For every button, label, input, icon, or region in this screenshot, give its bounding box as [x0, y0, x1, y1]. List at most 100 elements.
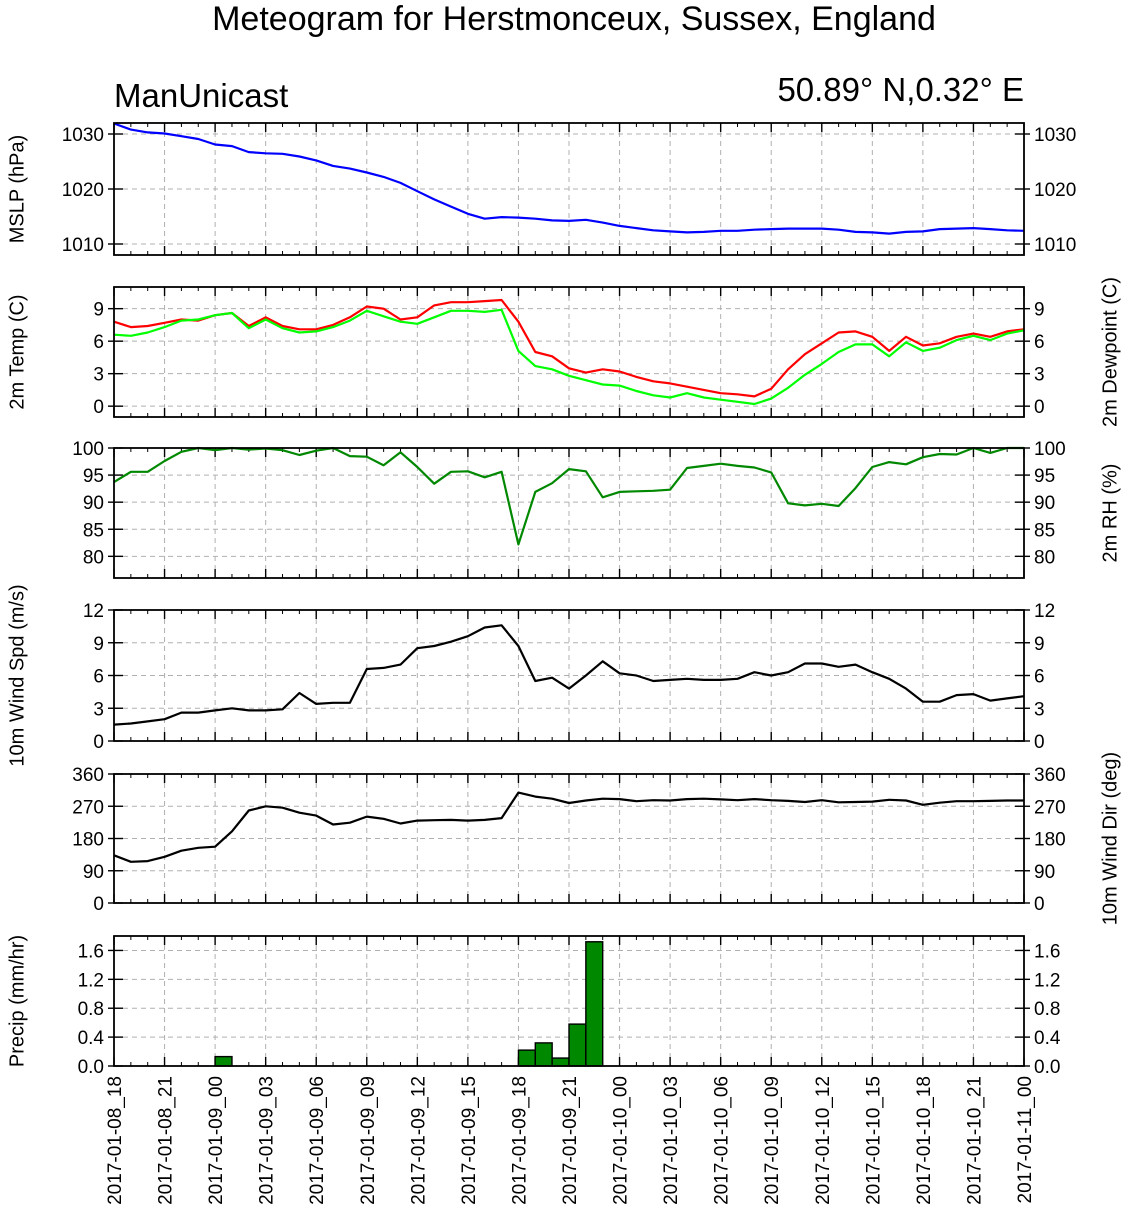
y-tick-label-right: 9	[1034, 634, 1045, 655]
y-axis-label-right: 2m RH (%)	[1099, 464, 1121, 563]
y-tick-label-right: 6	[1034, 332, 1045, 353]
plot-frame	[113, 122, 1025, 256]
precip-bar	[568, 1023, 587, 1067]
y-tick-label: 6	[93, 332, 104, 353]
y-tick-label-right: 90	[1034, 862, 1055, 883]
x-tick-label: 2017-01-10_15	[863, 1076, 884, 1205]
y-tick-label: 0.8	[78, 999, 104, 1020]
y-tick-label-right: 0	[1034, 732, 1045, 753]
x-tick-label: 2017-01-10_00	[611, 1076, 632, 1205]
wind-line	[113, 624, 1025, 726]
y-tick-label-right: 1010	[1034, 235, 1076, 256]
x-tick-label: 2017-01-09_18	[509, 1076, 530, 1205]
y-tick-label-right: 1030	[1034, 125, 1076, 146]
dewpoint-line	[113, 308, 1025, 406]
panel-1: 1010 1010 1020 1020 1030 1030 MSLP (hPa)	[6, 122, 1076, 256]
y-axis-label-right: 10m Wind Dir (deg)	[1099, 752, 1121, 925]
panel-5: 0 0 90 90 180 180 270 270 360 360 10m Wind Dir (de…	[72, 752, 1121, 925]
y-tick-label-right: 0	[1034, 397, 1045, 418]
y-tick-label-right: 3	[1034, 699, 1045, 720]
y-tick-label: 85	[83, 520, 104, 541]
wind-line	[113, 791, 1024, 863]
plot-frame	[113, 286, 1025, 418]
y-tick-label: 6	[93, 667, 104, 688]
temperature-line	[113, 298, 1025, 398]
x-tick-label: 2017-01-08_18	[105, 1076, 126, 1205]
x-tick-label: 2017-01-09_03	[257, 1076, 278, 1205]
mslp-line	[113, 122, 1025, 235]
y-tick-label: 90	[83, 493, 104, 514]
y-tick-label: 180	[72, 830, 104, 851]
x-tick-label: 2017-01-09_15	[459, 1076, 480, 1205]
y-tick-label: 100	[72, 439, 104, 460]
y-tick-label-right: 90	[1034, 493, 1055, 514]
y-tick-label: 90	[83, 862, 104, 883]
page-title: Meteogram for Herstmonceux, Sussex, Engl…	[212, 0, 936, 38]
y-tick-label-right: 12	[1034, 601, 1055, 622]
y-tick-label-right: 95	[1034, 466, 1055, 487]
y-tick-label: 1030	[62, 125, 104, 146]
plot-frame	[113, 773, 1025, 904]
chart-panels: 1010 1010 1020 1020 1030 1030 MSLP (hPa) 0 0 3 3 6 6…	[6, 122, 1121, 1078]
y-tick-label: 0	[93, 397, 104, 418]
y-tick-label: 9	[93, 634, 104, 655]
x-tick-label: 2017-01-10_12	[813, 1076, 834, 1205]
y-tick-label-right: 0.0	[1034, 1057, 1060, 1078]
precip-bar	[214, 1055, 233, 1067]
y-tick-label: 0	[93, 894, 104, 915]
y-tick-label-right: 9	[1034, 300, 1045, 321]
panel-4: 0 0 3 3 6 6 9 9 12 12 10m Wind Spd (m/s)	[6, 584, 1055, 766]
plot-frame	[113, 935, 1025, 1067]
y-tick-label: 0.0	[78, 1057, 104, 1078]
location-label: 50.89° N,0.32° E	[777, 71, 1024, 108]
y-tick-label: 270	[72, 797, 104, 818]
x-tick-label: 2017-01-09_09	[358, 1076, 379, 1205]
y-tick-label: 1020	[62, 180, 104, 201]
y-tick-label: 95	[83, 466, 104, 487]
precip-bar	[585, 941, 604, 1067]
y-tick-label-right: 0.4	[1034, 1028, 1061, 1049]
y-tick-label-right: 0.8	[1034, 999, 1060, 1020]
y-tick-label-right: 1020	[1034, 180, 1076, 201]
y-tick-label: 1010	[62, 235, 104, 256]
x-tick-label: 2017-01-10_06	[712, 1076, 733, 1205]
x-tick-label: 2017-01-11_00	[1015, 1076, 1036, 1203]
y-tick-label: 80	[83, 547, 104, 568]
x-tick-label: 2017-01-09_06	[307, 1076, 328, 1205]
y-tick-label-right: 3	[1034, 365, 1045, 386]
y-tick-label-right: 270	[1034, 797, 1066, 818]
y-axis-label: Precip (mm/hr)	[6, 935, 28, 1067]
y-axis-label: MSLP (hPa)	[6, 135, 28, 244]
y-axis-label-right: 2m Dewpoint (C)	[1099, 277, 1121, 427]
y-axis-label: 10m Wind Spd (m/s)	[6, 584, 28, 766]
y-tick-label: 12	[83, 601, 104, 622]
y-tick-label-right: 80	[1034, 547, 1055, 568]
x-tick-label: 2017-01-10_18	[914, 1076, 935, 1205]
x-tick-label: 2017-01-10_09	[762, 1076, 783, 1205]
x-tick-label: 2017-01-09_21	[560, 1076, 581, 1205]
y-tick-label: 3	[93, 699, 104, 720]
panel-6: 0.0 0.0 0.4 0.4 0.8 0.8 1.2 1.2 1.6 1.6 Precip (mm…	[6, 935, 1061, 1078]
y-tick-label-right: 1.2	[1034, 970, 1060, 991]
y-tick-label-right: 1.6	[1034, 941, 1060, 962]
x-tick-label: 2017-01-09_12	[408, 1076, 429, 1205]
y-tick-label-right: 360	[1034, 765, 1066, 786]
panel-3: 80 80 85 85 90 90 95 95 100 100 2m RH (%)	[72, 439, 1121, 579]
x-tick-label: 2017-01-10_03	[661, 1076, 682, 1205]
y-tick-label: 1.2	[78, 970, 104, 991]
y-tick-label-right: 6	[1034, 667, 1045, 688]
precip-bar	[551, 1057, 570, 1067]
y-tick-label-right: 0	[1034, 894, 1045, 915]
plot-frame	[113, 609, 1025, 742]
x-tick-label: 2017-01-10_21	[964, 1076, 985, 1205]
y-tick-label-right: 100	[1034, 439, 1066, 460]
model-label: ManUnicast	[114, 77, 288, 114]
y-tick-label: 9	[93, 300, 104, 321]
y-tick-label: 0	[93, 732, 104, 753]
x-tick-label: 2017-01-09_00	[206, 1076, 227, 1205]
y-tick-label: 0.4	[78, 1028, 105, 1049]
y-axis-label: 2m Temp (C)	[6, 294, 28, 409]
y-tick-label: 1.6	[78, 941, 104, 962]
y-tick-label: 3	[93, 365, 104, 386]
